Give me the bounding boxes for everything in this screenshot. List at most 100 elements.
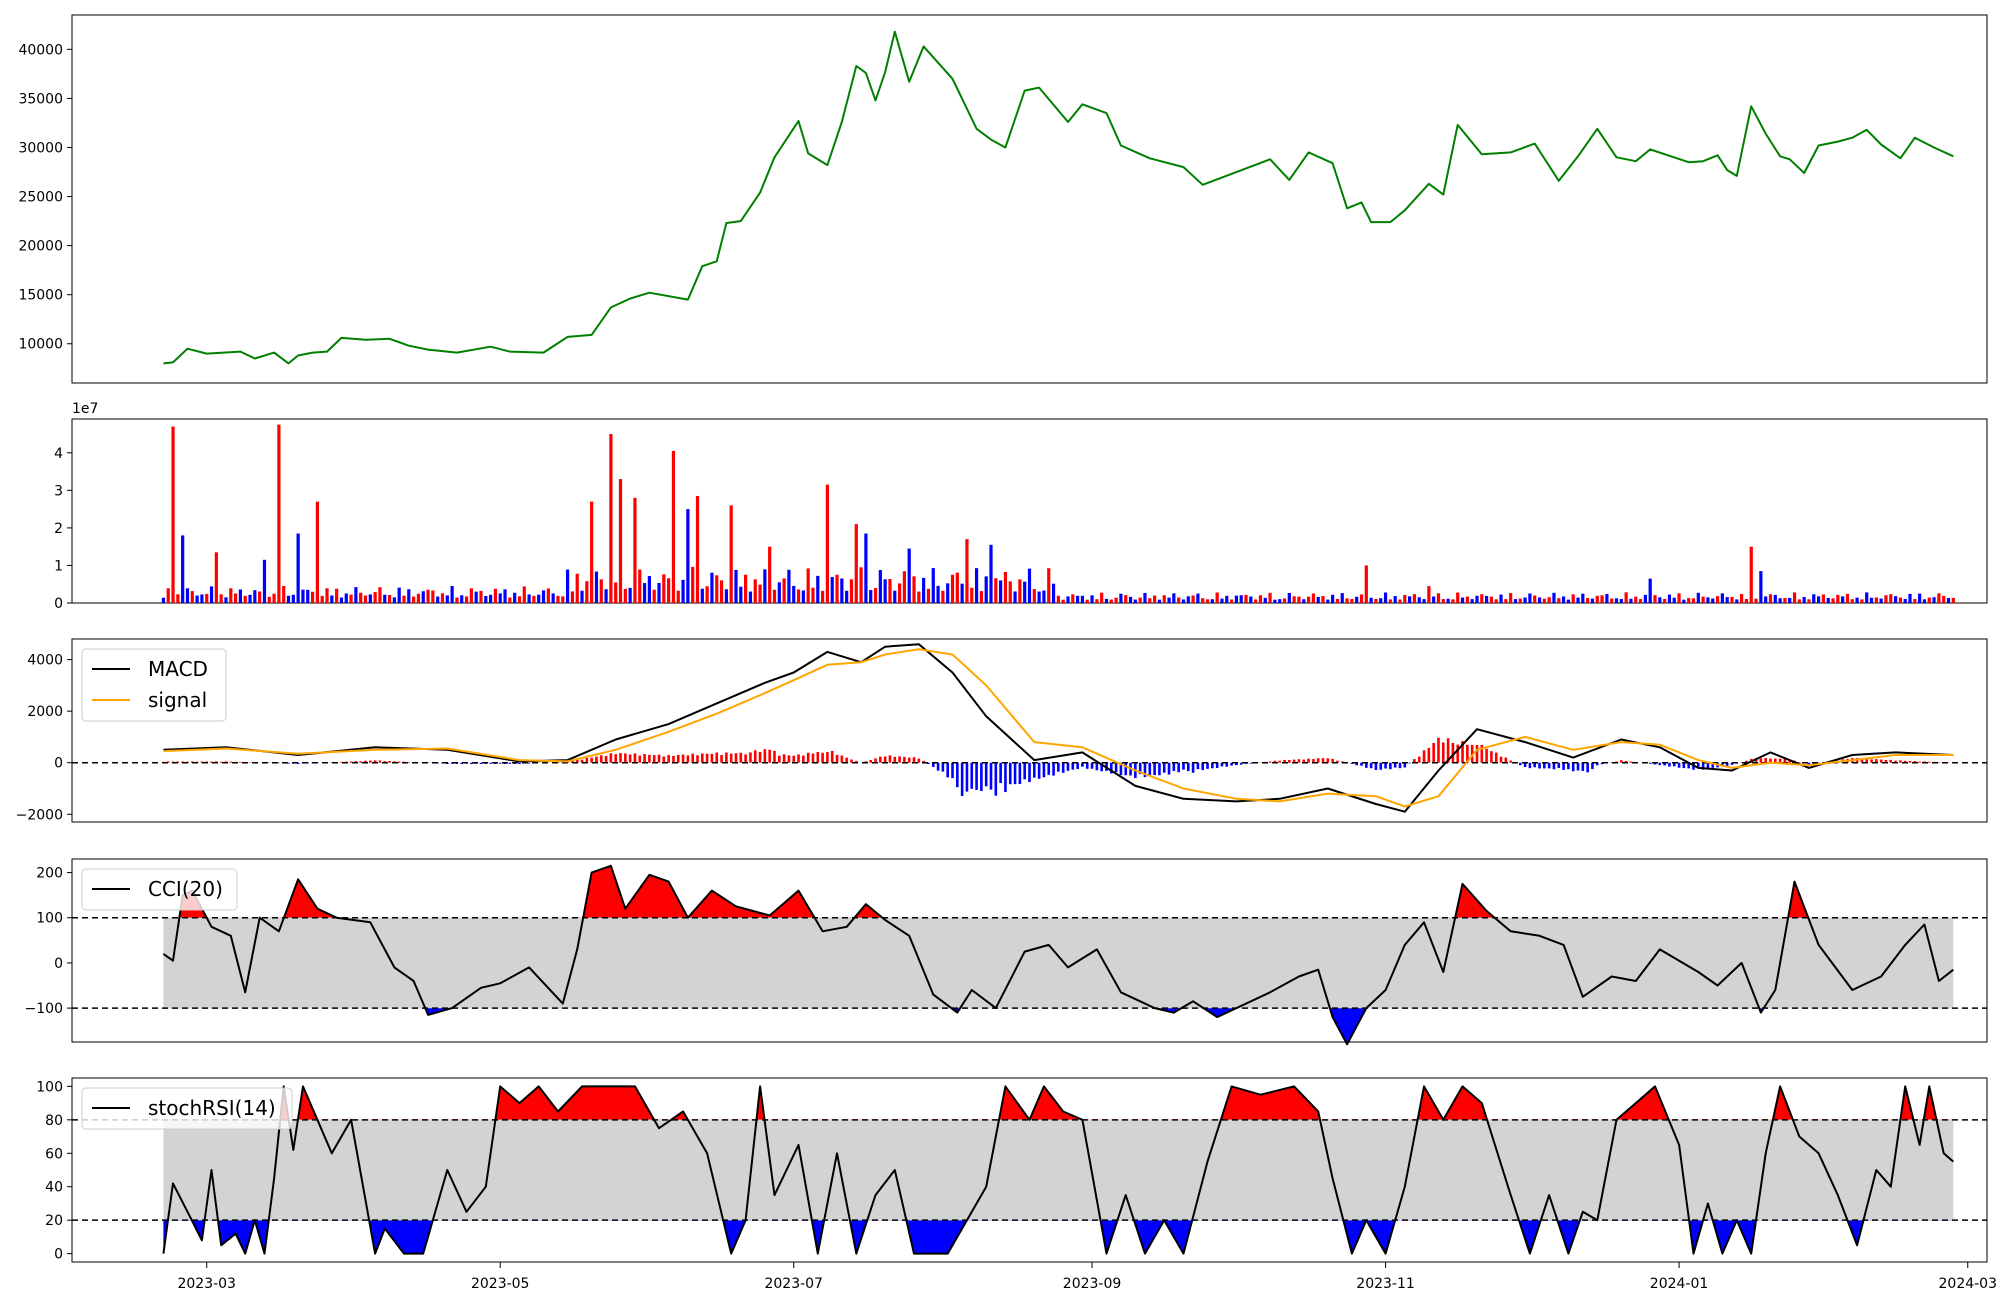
volume-bar (840, 578, 844, 603)
macd-hist-bar (676, 754, 680, 763)
macd-hist-bar (903, 756, 906, 763)
macd-hist-bar (729, 753, 733, 763)
macd-hist-bar (1422, 750, 1426, 763)
macd-hist-bar (575, 759, 579, 763)
y-tick-label: 25000 (18, 190, 63, 206)
macd-hist-bar (619, 753, 622, 763)
macd-hist-bar (1918, 761, 1921, 763)
volume-bar (763, 569, 767, 603)
volume-bar (460, 595, 464, 603)
volume-bar (1037, 591, 1041, 603)
volume-bar (508, 597, 512, 603)
volume-bar (1816, 596, 1821, 603)
volume-bar (1085, 599, 1089, 603)
volume-bar (556, 595, 560, 603)
volume-bar (214, 552, 218, 603)
macd-hist-bar (1023, 762, 1026, 780)
volume-bar (1489, 596, 1494, 603)
volume-bar (594, 571, 599, 603)
price-y-axis: 10000 15000 20000 25000 30000 35000 40000 (18, 42, 72, 353)
macd-hist-bar (1870, 759, 1873, 763)
macd-hist-bar (1562, 762, 1565, 770)
volume-bar (1465, 596, 1469, 603)
volume-bar (1133, 599, 1137, 603)
macd-hist-bar (527, 762, 531, 764)
macd-hist-bar (922, 760, 925, 763)
macd-hist-bar (840, 755, 844, 763)
macd-hist-bar (1451, 742, 1455, 763)
macd-hist-bar (508, 762, 512, 764)
macd-hist-bar (1292, 759, 1296, 763)
macd-hist-bar (364, 760, 367, 763)
macd-hist-bar (912, 757, 916, 763)
volume-bar (700, 588, 704, 603)
volume-bar (734, 569, 738, 603)
y-tick-label: 20 (45, 1213, 63, 1229)
macd-hist-bar (1653, 762, 1657, 765)
macd-hist-bar (874, 758, 877, 763)
volume-bar (527, 594, 531, 603)
macd-hist-bar (854, 760, 858, 763)
macd-hist-bar (200, 761, 204, 763)
y-tick-label: 10000 (18, 337, 63, 353)
macd-hist-bar (1095, 762, 1099, 771)
volume-bar (859, 567, 863, 603)
macd-hist-bar (657, 754, 661, 763)
volume-bar (715, 575, 719, 603)
volume-bar (1153, 595, 1157, 603)
volume-bar (1951, 597, 1955, 603)
volume-bar (1201, 598, 1205, 603)
volume-bar (282, 585, 286, 603)
volume-bar (1735, 599, 1739, 603)
macd-hist-bar (1879, 759, 1883, 763)
volume-bar (994, 578, 998, 603)
macd-hist-bar (662, 756, 666, 763)
volume-bar (758, 584, 762, 603)
volume-bar (325, 588, 329, 603)
volume-bar (960, 583, 964, 603)
volume-bar (1850, 599, 1854, 603)
volume-bar (517, 596, 522, 603)
macd-hist-bar (1778, 758, 1782, 763)
macd-hist-bar (956, 762, 959, 788)
macd-hist-bar (1701, 762, 1705, 770)
macd-hist-bar (1865, 758, 1869, 763)
macd-hist-bar (1148, 762, 1152, 775)
volume-bar (1263, 597, 1267, 603)
volume-bar (551, 593, 555, 603)
volume-bar (431, 590, 435, 603)
volume-bar (1181, 599, 1186, 603)
volume-bar (392, 597, 396, 603)
y-tick-label: 0 (54, 956, 63, 972)
volume-bar (662, 574, 666, 603)
volume-bar (1441, 599, 1445, 603)
macd-hist-bar (518, 762, 521, 764)
macd-hist-bar (907, 757, 911, 763)
volume-bar (1855, 597, 1859, 603)
price-line (163, 30, 1954, 365)
macd-hist-bar (1610, 762, 1613, 763)
macd-hist-bar (1485, 748, 1488, 763)
volume-bar (1509, 593, 1513, 603)
volume-bar (402, 595, 406, 603)
macd-hist-bar (1648, 762, 1652, 764)
volume-bar (320, 595, 324, 603)
volume-bar (238, 589, 243, 603)
volume-bar (599, 579, 603, 603)
volume-bar (1013, 591, 1017, 603)
volume-bar (1100, 592, 1104, 603)
macd-hist-bar (1408, 762, 1411, 764)
volume-bar (1614, 598, 1619, 603)
y-tick-label: 20000 (18, 239, 63, 255)
macd-hist-bar (1018, 762, 1022, 784)
macd-hist-bar (1393, 762, 1397, 768)
volume-bar (1138, 597, 1142, 603)
volume-bar (301, 589, 305, 603)
legend-label: signal (148, 688, 207, 712)
volume-bar (349, 594, 353, 603)
stochrsi-panel (71, 1077, 1988, 1263)
volume-bar (267, 596, 271, 603)
macd-hist-bar (1518, 762, 1522, 766)
y-tick-label: −100 (25, 1001, 63, 1017)
